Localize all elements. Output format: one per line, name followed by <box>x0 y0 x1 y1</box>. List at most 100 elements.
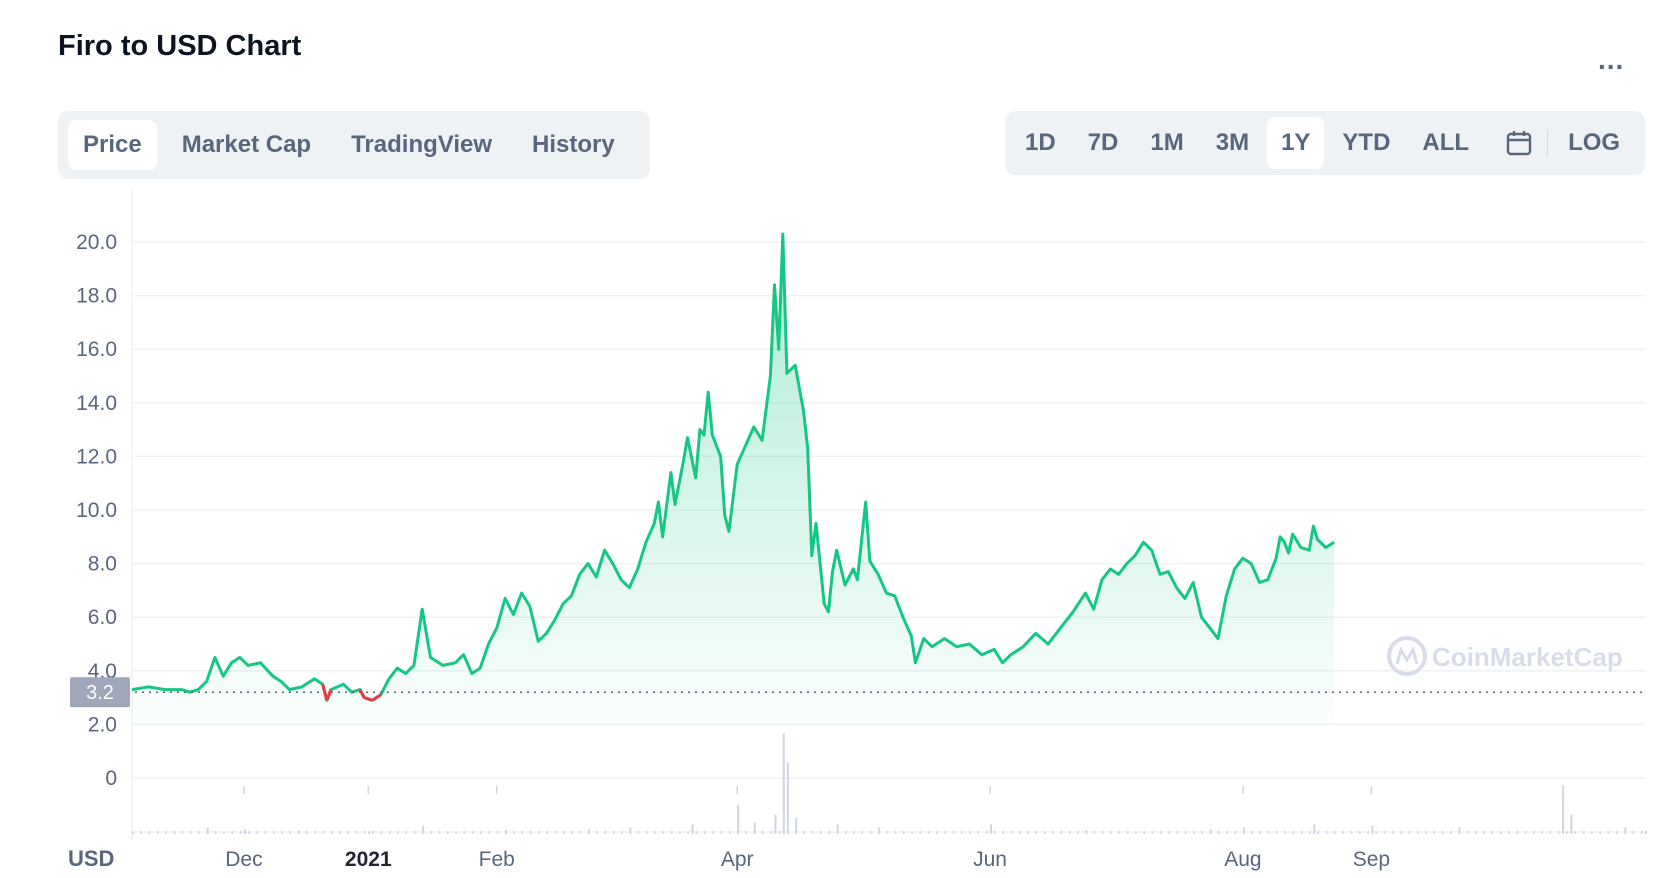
volume-bar <box>985 831 988 834</box>
volume-bar <box>239 831 242 834</box>
volume-bar <box>1582 831 1585 834</box>
volume-bar <box>1218 831 1220 834</box>
volume-bar <box>903 831 905 834</box>
volume-bar <box>405 831 408 834</box>
volume-bar <box>662 831 665 834</box>
volume-bar <box>1516 831 1518 834</box>
volume-bar <box>1259 831 1261 834</box>
volume-bar <box>1640 831 1643 834</box>
volume-bar <box>670 831 673 834</box>
volume-bar <box>314 831 316 834</box>
volume-bar <box>173 831 176 834</box>
volume-bar <box>206 827 209 834</box>
volume-bar <box>1499 831 1502 834</box>
range-1d[interactable]: 1D <box>1025 129 1056 156</box>
volume-bar <box>1483 831 1485 834</box>
volume-bar <box>554 831 557 834</box>
range-all[interactable]: ALL <box>1422 129 1470 156</box>
volume-bar <box>1524 831 1527 834</box>
watermark-text: CoinMarketCap <box>1432 642 1623 672</box>
price-area <box>132 234 1335 725</box>
tab-tradingview[interactable]: TradingView <box>351 131 493 158</box>
volume-bar <box>994 831 996 834</box>
volume-bar <box>969 831 971 834</box>
volume-bar <box>1508 831 1510 834</box>
volume-bar <box>1201 831 1203 834</box>
volume-bar <box>1043 831 1046 834</box>
volume-bar <box>795 817 798 834</box>
volume-bar <box>1549 831 1552 834</box>
volume-bar <box>1267 831 1270 834</box>
volume-bar <box>1533 831 1535 834</box>
volume-bar <box>1135 831 1137 834</box>
coinmarketcap-logo-icon <box>1387 636 1427 676</box>
current-price-badge <box>70 677 130 708</box>
volume-bar <box>687 831 689 834</box>
range-1y[interactable]: 1Y <box>1267 117 1325 169</box>
range-ytd[interactable]: YTD <box>1342 129 1391 156</box>
volume-bar <box>463 831 466 834</box>
volume-bar <box>380 831 383 834</box>
volume-bar <box>1176 831 1179 834</box>
volume-bar <box>1085 830 1088 834</box>
volume-bar <box>1541 831 1543 834</box>
volume-bar <box>604 831 607 834</box>
volume-bar <box>1234 831 1237 834</box>
volume-bar <box>646 831 648 834</box>
volume-bar <box>869 831 872 834</box>
volume-bar <box>1408 831 1411 834</box>
log-scale-toggle[interactable]: LOG <box>1568 129 1621 156</box>
volume-bar <box>927 831 930 834</box>
volume-bar <box>1110 831 1112 834</box>
tab-market-cap[interactable]: Market Cap <box>181 131 312 158</box>
volume-bar <box>919 831 922 834</box>
volume-bar <box>811 831 814 834</box>
more-options-icon[interactable]: ... <box>1598 44 1625 75</box>
range-1m[interactable]: 1M <box>1150 129 1184 156</box>
tab-price[interactable]: Price <box>68 120 157 170</box>
volume-bar <box>936 831 938 834</box>
volume-bar <box>422 825 425 834</box>
volume-bar <box>281 831 283 834</box>
range-7d[interactable]: 7D <box>1087 129 1119 156</box>
volume-bar <box>165 831 167 834</box>
tab-history[interactable]: History <box>532 131 615 158</box>
volume-bar <box>538 831 540 834</box>
volume-bar <box>546 831 549 834</box>
range-3m[interactable]: 3M <box>1215 129 1250 156</box>
volume-bar <box>1367 831 1369 834</box>
volume-bar <box>1101 831 1104 834</box>
volume-bar <box>654 831 656 834</box>
volume-bar <box>820 831 822 834</box>
volume-bar <box>1375 831 1378 834</box>
volume-bar <box>1193 831 1195 834</box>
volume-bar <box>762 831 764 834</box>
volume-bar <box>1417 831 1419 834</box>
volume-bar <box>1151 831 1154 834</box>
current-price-label: 3.2 <box>86 682 114 704</box>
volume-bar <box>911 831 913 834</box>
volume-bar <box>1392 831 1394 834</box>
volume-bar <box>214 831 217 834</box>
volume-bar <box>1126 831 1129 834</box>
volume-bar <box>1383 831 1386 834</box>
volume-bar <box>712 831 714 834</box>
volume-bar <box>579 831 582 834</box>
price-line-down-segment <box>363 696 373 702</box>
volume-bar <box>1433 831 1436 834</box>
volume-bar <box>828 831 830 834</box>
calendar-icon[interactable] <box>1499 123 1539 163</box>
volume-bar <box>1027 831 1029 834</box>
y-tick-label: 20.0 <box>76 231 117 254</box>
volume-bar <box>347 831 350 834</box>
volume-bar <box>289 831 292 834</box>
volume-bar <box>1143 831 1145 834</box>
volume-bar <box>140 831 142 834</box>
volume-bar <box>753 822 756 834</box>
volume-bar <box>223 831 225 834</box>
volume-bar <box>878 827 881 834</box>
volume-bar <box>471 831 474 834</box>
volume-bar <box>803 831 806 834</box>
volume-bar <box>782 733 785 834</box>
price-chart[interactable]: 20.0 18.0 16.0 14.0 12.0 10.0 8.0 6.0 4.0 2.0 0 De… <box>0 190 1674 878</box>
